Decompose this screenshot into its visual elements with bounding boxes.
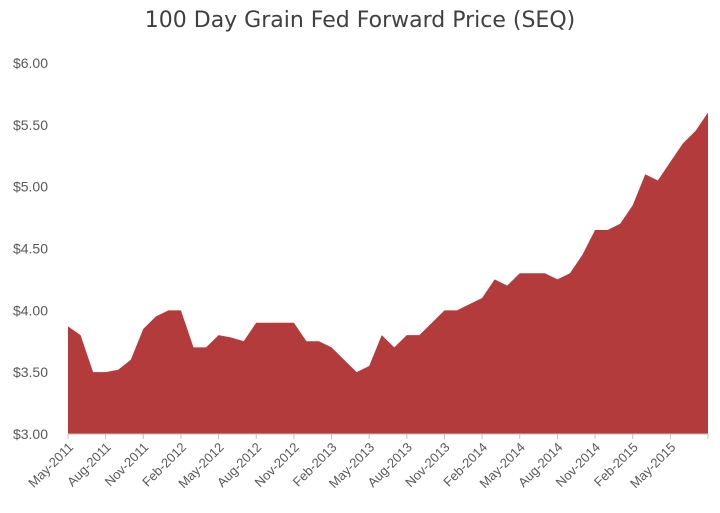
x-axis-labels: May-2011Aug-2011Nov-2011Feb-2012May-2012… — [25, 440, 678, 491]
y-tick-label: $6.00 — [13, 55, 48, 71]
plot-area — [68, 112, 708, 434]
y-tick-label: $4.50 — [13, 241, 48, 257]
y-tick-label: $5.50 — [13, 117, 48, 133]
y-tick-label: $3.00 — [13, 426, 48, 442]
y-tick-label: $4.00 — [13, 302, 48, 318]
chart-title: 100 Day Grain Fed Forward Price (SEQ) — [144, 8, 576, 33]
y-tick-label: $3.50 — [13, 364, 48, 380]
y-tick-label: $5.00 — [13, 179, 48, 195]
y-axis-labels: $3.00 $3.50 $4.00 $4.50 $5.00 $5.50 $6.00 — [13, 55, 48, 442]
x-axis-ticks — [67, 434, 709, 439]
price-area-series — [68, 112, 708, 434]
